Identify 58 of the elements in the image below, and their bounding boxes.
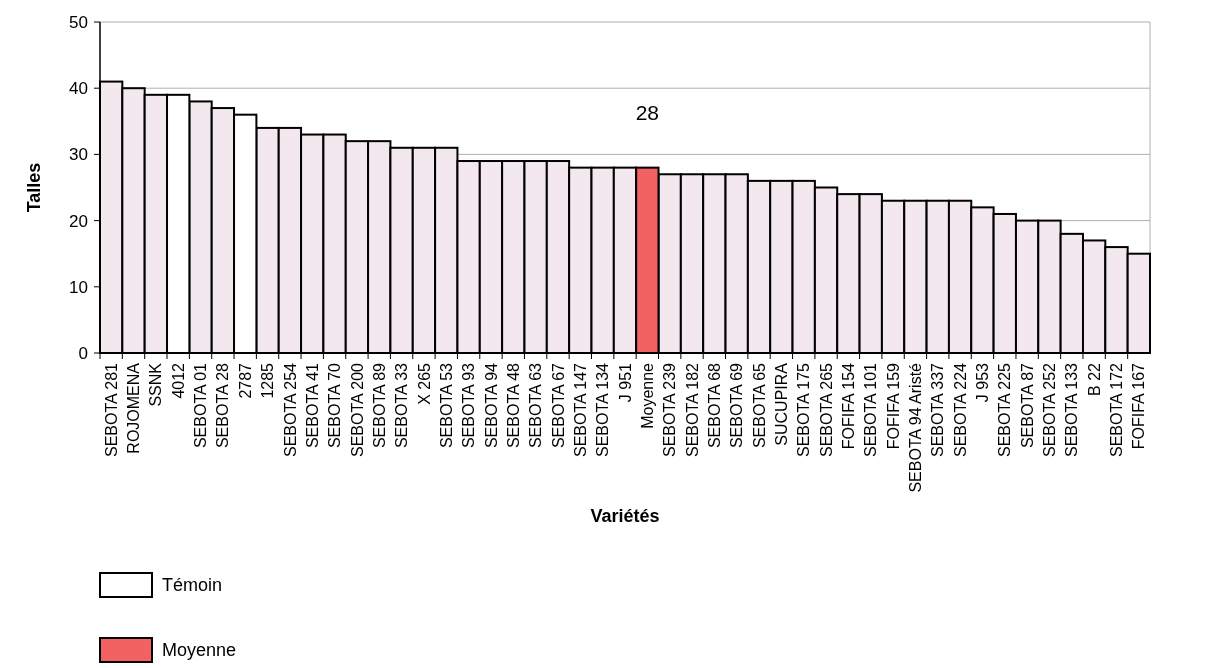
y-tick-label: 50 [69,12,88,32]
x-axis-title: Variétés [590,506,660,526]
x-tick-label: SEBOTA 94 Aristé [907,362,925,493]
x-tick-label: 4012 [169,362,187,399]
x-tick-label: FOFIFA 159 [884,362,902,450]
y-tick-label: 20 [69,211,88,231]
x-tick-label: SEBOTA 182 [683,362,701,457]
x-tick-label: SEBOTA 265 [817,362,835,457]
x-tick-label: SEBOTA 239 [661,362,679,457]
x-tick-label: SEBOTA 89 [370,362,388,449]
x-tick-label: SEBOTA 87 [1018,362,1036,449]
x-tick-label: SSNK [147,362,165,407]
x-tick-label: SEBOTA 175 [795,362,813,457]
x-tick-label: SEBOTA 48 [504,362,522,449]
x-tick-label: SEBOTA 101 [862,362,880,457]
x-tick-label: SEBOTA 133 [1063,362,1081,457]
x-tick-label: SEBOTA 68 [705,362,723,449]
x-tick-label: SEBOTA 33 [393,362,411,449]
x-tick-label: SEBOTA 69 [728,362,746,449]
x-tick-label: J 953 [974,362,992,403]
x-tick-label: SEBOTA 67 [549,362,567,449]
x-tick-label: 1285 [259,362,277,399]
x-tick-label: SEBOTA 01 [192,362,210,449]
x-tick-label: SEBOTA 225 [996,362,1014,457]
x-tick-label: SEBOTA 252 [1041,362,1059,457]
x-tick-label: SEBOTA 254 [281,362,299,457]
y-tick-label: 10 [69,277,88,297]
x-tick-label: SEBOTA 94 [482,362,500,449]
x-tick-label: Moyenne [638,362,656,429]
legend-label: Moyenne [162,640,237,661]
x-tick-label: SEBOTA 147 [571,362,589,457]
x-tick-label: SEBOTA 224 [951,362,969,457]
y-tick-label: 0 [78,343,88,363]
x-tick-label: SUCUPIRA [772,362,790,446]
x-tick-label: J 951 [616,362,634,403]
y-tick-label: 40 [69,79,88,99]
x-tick-label: SEBOTA 281 [102,362,120,457]
y-tick-label: 30 [69,145,88,165]
x-tick-label: SEBOTA 63 [527,362,545,449]
data-label: 28 [635,100,660,124]
x-tick-label: SEBOTA 337 [929,362,947,457]
x-tick-label: ROJOMENA [125,362,143,454]
x-tick-label: SEBOTA 65 [750,362,768,449]
x-tick-label: B 22 [1085,362,1103,396]
x-tick-label: SEBOTA 28 [214,362,232,449]
y-axis-title: Talles [24,162,44,213]
x-tick-label: SEBOTA 172 [1108,362,1126,457]
legend-label: Témoin [162,575,223,596]
x-tick-label: FOFIFA 154 [840,362,857,450]
x-tick-label: SEBOTA 200 [348,362,366,457]
x-tick-label: SEBOTA 93 [460,362,478,449]
x-tick-label: FOFIFA 167 [1130,362,1148,450]
x-tick-label: 2787 [236,362,254,399]
x-tick-label: SEBOTA 70 [326,362,344,449]
x-tick-label: SEBOTA 53 [437,362,455,449]
x-tick-label: X 265 [415,362,433,405]
x-tick-label: SEBOTA 41 [303,362,321,449]
x-tick-label: SEBOTA 134 [594,362,612,457]
